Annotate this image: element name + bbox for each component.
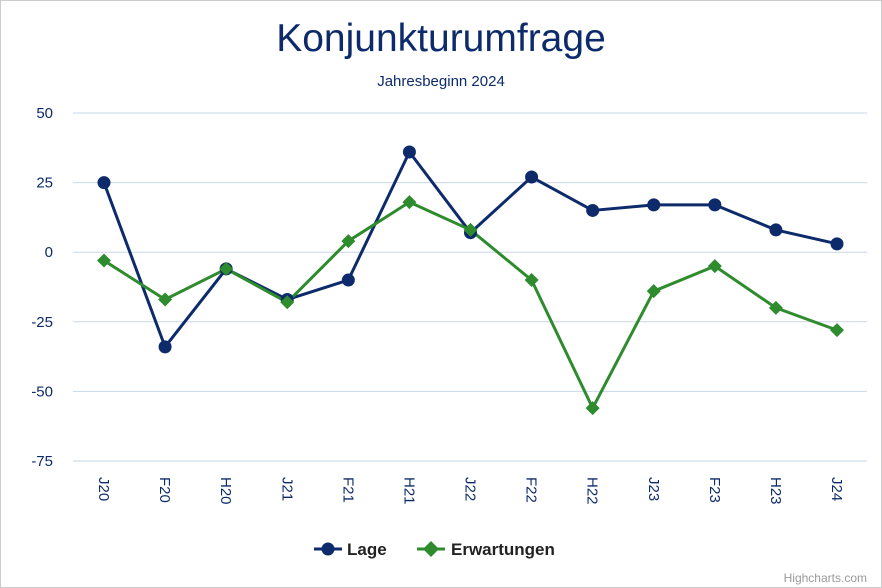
point-lage xyxy=(402,145,416,159)
y-tick-label: -25 xyxy=(31,314,53,331)
legend-item-lage[interactable]: Lage xyxy=(314,540,387,559)
point-lage xyxy=(586,203,600,217)
point-lage xyxy=(341,273,355,287)
y-tick-label: -50 xyxy=(31,383,53,400)
y-tick-label: 25 xyxy=(36,175,53,192)
point-lage xyxy=(158,340,172,354)
y-axis-ticks: 50 25 0 -25 -50 -75 xyxy=(31,105,53,470)
point-erwartungen xyxy=(341,234,356,249)
point-lage xyxy=(647,198,661,212)
x-tick-label: J20 xyxy=(95,477,112,501)
point-erwartungen xyxy=(707,259,722,274)
legend-marker-lage xyxy=(321,542,335,556)
point-erwartungen xyxy=(524,273,539,288)
point-erwartungen xyxy=(97,253,111,268)
grid-lines xyxy=(73,112,867,462)
point-erwartungen xyxy=(158,292,173,307)
x-tick-label: F23 xyxy=(706,477,723,503)
point-erwartungen xyxy=(219,261,234,276)
chart-subtitle: Jahresbeginn 2024 xyxy=(377,73,505,90)
x-tick-label: H22 xyxy=(584,477,601,505)
x-tick-label: H20 xyxy=(217,477,234,505)
x-tick-label: F22 xyxy=(523,477,540,503)
legend-label-erwartungen: Erwartungen xyxy=(451,540,555,559)
credits-link[interactable]: Highcharts.com xyxy=(784,571,867,585)
x-tick-label: H21 xyxy=(400,477,417,505)
point-lage xyxy=(769,223,783,237)
chart-title: Konjunkturumfrage xyxy=(276,17,606,60)
y-tick-label: 50 xyxy=(36,105,53,122)
legend: Lage Erwartungen xyxy=(314,540,555,559)
x-tick-label: F20 xyxy=(156,477,173,503)
x-tick-label: J24 xyxy=(828,477,845,501)
point-erwartungen xyxy=(280,295,295,310)
point-erwartungen xyxy=(830,323,844,338)
point-erwartungen xyxy=(585,401,600,416)
point-lage xyxy=(830,237,844,251)
x-tick-label: F21 xyxy=(339,477,356,503)
legend-marker-erwartungen xyxy=(423,541,439,557)
y-tick-label: -75 xyxy=(31,453,53,470)
x-tick-label: J21 xyxy=(278,477,295,501)
point-lage xyxy=(525,170,539,184)
series-plot xyxy=(97,145,844,416)
point-lage xyxy=(97,176,111,190)
legend-item-erwartungen[interactable]: Erwartungen xyxy=(417,540,555,559)
x-axis-ticks: J20 F20 H20 J21 F21 H21 J22 F22 H22 J23 F23 H23 J24 xyxy=(95,477,845,505)
x-tick-label: J22 xyxy=(462,477,479,501)
series-line-lage xyxy=(102,150,838,349)
point-erwartungen xyxy=(463,222,478,237)
y-tick-label: 0 xyxy=(45,244,53,261)
point-lage xyxy=(708,198,722,212)
point-erwartungen xyxy=(646,284,661,299)
x-tick-label: J23 xyxy=(645,477,662,501)
legend-label-lage: Lage xyxy=(347,540,387,559)
point-erwartungen xyxy=(768,300,783,315)
point-erwartungen xyxy=(402,195,417,210)
x-tick-label: H23 xyxy=(767,477,784,505)
